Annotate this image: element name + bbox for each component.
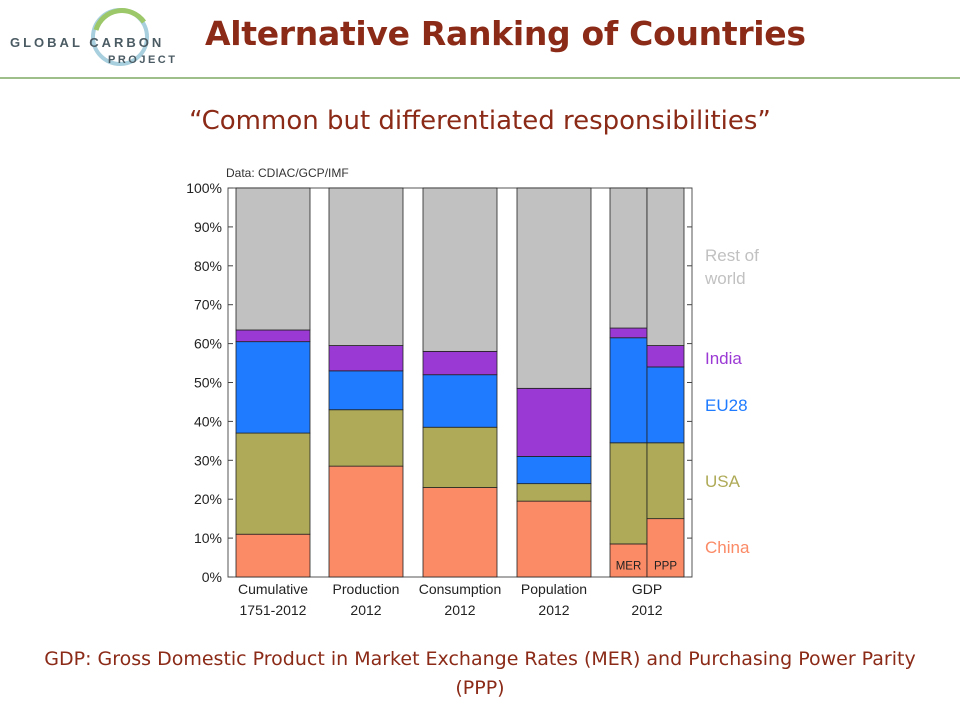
bar-segment-india: [422, 350, 498, 376]
bar-segment-eu28: [646, 366, 685, 444]
bar-segment-usa: [609, 442, 648, 545]
x-axis-labels: Cumulative 1751-2012 Production 2012 Consump…: [238, 581, 663, 618]
y-tick-label: 100%: [186, 180, 222, 196]
legend-label-india: India: [705, 349, 742, 368]
legend: Rest of world India EU28 USA China: [704, 246, 759, 557]
bar-segment-india: [516, 387, 592, 457]
legend-label-china: China: [705, 538, 750, 557]
slide-header: GLOBAL CARBON PROJECT Alternative Rankin…: [0, 0, 960, 79]
y-tick-label: 10%: [194, 530, 222, 546]
y-tick-label: 30%: [194, 452, 222, 468]
x-tick-label: 2012: [444, 602, 475, 618]
logo-text-line1: GLOBAL CARBON: [10, 35, 164, 50]
y-tick-label: 90%: [194, 219, 222, 235]
bar-segment-india: [646, 345, 685, 368]
y-tick-label: 60%: [194, 336, 222, 352]
gdp-sublabel: PPP: [654, 560, 677, 572]
bar-segment-eu28: [235, 341, 311, 434]
bar-segment-eu28: [516, 456, 592, 485]
legend-label-rest-of-world: Rest of: [705, 246, 759, 265]
bar-segment-rest-of-world: [235, 187, 311, 331]
bar-segment-rest-of-world: [516, 187, 592, 389]
x-tick-label: Population: [521, 581, 587, 597]
bar-segment-eu28: [422, 374, 498, 428]
x-tick-label: 1751-2012: [240, 602, 307, 618]
bar-segment-eu28: [609, 337, 648, 444]
legend-label-rest-of-world: world: [704, 269, 746, 288]
logo-text-line2: PROJECT: [108, 54, 177, 66]
legend-label-eu28: EU28: [705, 396, 748, 415]
x-tick-label: GDP: [632, 581, 662, 597]
y-tick-label: 0%: [202, 569, 222, 585]
bar-segment-india: [235, 329, 311, 343]
bar-segment-rest-of-world: [609, 187, 648, 329]
y-tick-label: 70%: [194, 297, 222, 313]
x-tick-label: 2012: [631, 602, 662, 618]
bar-segment-usa: [422, 426, 498, 488]
bar-segment-usa: [516, 483, 592, 502]
x-tick-label: Cumulative: [238, 581, 308, 597]
bar-segment-rest-of-world: [328, 187, 404, 346]
gdp-sublabel: MER: [616, 560, 642, 572]
y-tick-label: 80%: [194, 258, 222, 274]
y-tick-label: 20%: [194, 491, 222, 507]
bar-segment-china: [516, 500, 592, 578]
bar-segment-eu28: [328, 370, 404, 411]
data-source-annotation: Data: CDIAC/GCP/IMF: [226, 166, 349, 180]
footnote: GDP: Gross Domestic Product in Market Ex…: [44, 648, 916, 699]
x-tick-label: 2012: [350, 602, 381, 618]
bar-segment-rest-of-world: [422, 187, 498, 352]
legend-label-usa: USA: [705, 472, 741, 491]
x-tick-label: 2012: [538, 602, 569, 618]
bar-segment-rest-of-world: [646, 187, 685, 346]
bar-segment-usa: [235, 432, 311, 535]
bar-segment-india: [328, 345, 404, 372]
bar-segment-china: [235, 533, 311, 578]
bar-segment-usa: [646, 442, 685, 520]
bar-segment-usa: [328, 409, 404, 467]
x-tick-label: Consumption: [419, 581, 502, 597]
bars: MER PPP: [235, 187, 685, 578]
header-divider: [0, 77, 960, 79]
y-tick-label: 40%: [194, 413, 222, 429]
slide-title: Alternative Ranking of Countries: [205, 14, 806, 53]
bar-segment-china: [328, 465, 404, 578]
x-tick-label: Production: [333, 581, 400, 597]
bar-segment-china: [609, 543, 648, 578]
slide-subtitle: “Common but differentiated responsibilit…: [189, 106, 771, 136]
y-axis: 0% 10% 20% 30% 40% 50% 60% 70% 80% 90% 100%: [186, 180, 692, 585]
global-carbon-project-logo: GLOBAL CARBON PROJECT: [10, 8, 177, 66]
bar-segment-china: [422, 487, 498, 578]
bar-segment-india: [609, 327, 648, 339]
y-tick-label: 50%: [194, 375, 222, 391]
stacked-bar-chart: Data: CDIAC/GCP/IMF MER PPP 0% 10% 20% 30% 40…: [186, 166, 759, 618]
